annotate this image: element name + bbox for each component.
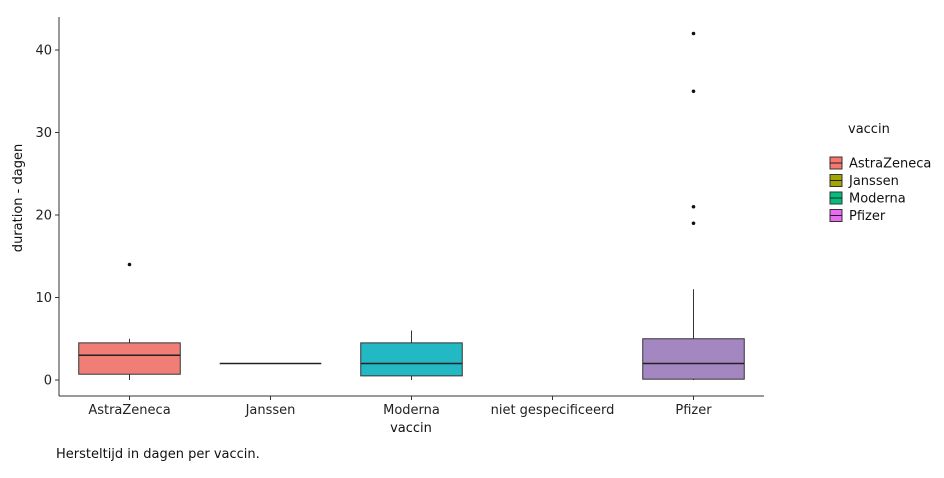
outlier-point [691, 89, 696, 94]
legend: vaccin AstraZeneca Janssen Moderna Pfizer [829, 122, 931, 224]
y-axis: 0 10 20 30 40 [35, 17, 60, 396]
y-tick-label: 10 [35, 291, 52, 306]
x-tick-label: AstraZeneca [88, 403, 170, 418]
outlier-point [127, 262, 132, 267]
legend-title: vaccin [848, 122, 890, 137]
legend-item: Moderna [829, 191, 906, 207]
box-rect [360, 342, 463, 377]
box-astrazeneca [78, 262, 181, 380]
y-tick-label: 30 [35, 126, 52, 141]
x-tick-label: niet gespecificeerd [491, 403, 615, 418]
box-moderna [360, 330, 463, 380]
x-axis-title: vaccin [390, 421, 432, 436]
legend-label: Pfizer [849, 209, 886, 224]
caption: Hersteltijd in dagen per vaccin. [56, 447, 260, 462]
y-tick-label: 40 [35, 44, 52, 59]
outlier-point [691, 221, 696, 226]
y-tick-label: 20 [35, 209, 52, 224]
plot-area [78, 31, 745, 380]
legend-item: AstraZeneca [829, 156, 931, 172]
legend-label: AstraZeneca [849, 157, 931, 172]
legend-item: Janssen [829, 174, 899, 189]
outlier-point [691, 204, 696, 209]
y-axis-title: duration - dagen [11, 144, 26, 252]
x-axis: AstraZeneca Janssen Moderna niet gespecific… [59, 395, 764, 418]
box-pfizer [642, 31, 745, 380]
box-rect [642, 338, 745, 380]
x-tick-label: Moderna [383, 403, 440, 418]
outlier-point [691, 31, 696, 36]
x-tick-label: Janssen [245, 403, 296, 418]
x-tick-label: Pfizer [675, 403, 712, 418]
box-rect [78, 342, 181, 375]
legend-label: Janssen [848, 174, 899, 189]
legend-item: Pfizer [829, 209, 886, 224]
legend-label: Moderna [849, 192, 906, 207]
y-tick-label: 0 [44, 374, 52, 389]
